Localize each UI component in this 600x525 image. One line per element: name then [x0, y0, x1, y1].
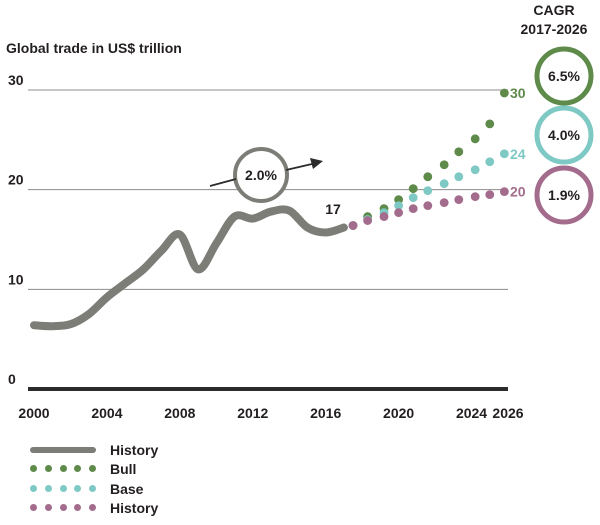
cagr-circle-base	[534, 105, 594, 165]
annotations: 30 24 20 17 CAGR 2017-2026 6.5% 4.0% 1.9% 2.0%	[209, 2, 594, 225]
legend-dot	[30, 484, 37, 492]
legend-dot	[74, 504, 82, 512]
axes: Global trade in US$ trillion 0 10 20 30 2000 2…	[6, 40, 524, 421]
cagr-value-history: 2.0%	[245, 167, 277, 183]
data-point-2	[379, 212, 389, 221]
cagr-value-base: 4.0%	[548, 127, 580, 143]
x-tick-label-2008: 2008	[164, 405, 195, 421]
cagr-value-low: 1.9%	[548, 187, 580, 203]
legend-label-base: Base	[110, 480, 144, 497]
data-point-9	[485, 157, 495, 167]
data-point-5	[423, 172, 433, 182]
y-axis-title: Global trade in US$ trillion	[6, 40, 182, 56]
legend-dot	[74, 484, 82, 492]
data-point-7	[454, 172, 464, 182]
data-point-9	[485, 190, 495, 200]
legend-dot	[30, 465, 37, 473]
x-tick-label-2024: 2024	[456, 405, 487, 421]
data-point-6	[439, 179, 449, 189]
x-tick-label-2026: 2026	[492, 405, 523, 421]
history-end-label: 17	[325, 201, 341, 217]
data-point-8	[470, 134, 480, 144]
data-point-5	[423, 201, 433, 211]
legend-dot	[30, 504, 37, 512]
legend-swatch-history	[30, 445, 96, 455]
end-label-30: 30	[510, 85, 526, 101]
data-point-5	[423, 186, 433, 196]
data-point-3	[394, 201, 404, 211]
cagr-circle-history	[233, 147, 289, 203]
legend-dot	[89, 465, 96, 473]
data-point-0	[348, 221, 358, 230]
data-point-4	[408, 193, 418, 203]
legend-dot	[89, 484, 96, 492]
legend-swatch-bull	[30, 464, 96, 474]
data-point-3	[394, 208, 404, 217]
x-tick-label-2004: 2004	[91, 405, 122, 421]
data-point-7	[454, 147, 464, 157]
data-point-10	[499, 88, 509, 98]
legend-item-history: History	[30, 440, 158, 460]
series-low	[348, 187, 509, 230]
legend-dot	[44, 465, 52, 473]
legend-item-low: History	[30, 499, 158, 519]
legend-item-base: Base	[30, 479, 158, 499]
history-arrow-tail	[209, 178, 237, 187]
legend-dot	[59, 504, 67, 512]
x-tick-label-2012: 2012	[237, 405, 268, 421]
data-point-1	[363, 216, 373, 225]
data-point-4	[408, 204, 418, 214]
legend-dot	[44, 484, 52, 492]
legend-dot	[59, 465, 67, 473]
data-point-10	[499, 149, 509, 159]
series-layer	[30, 88, 509, 331]
legend-swatch-low	[30, 503, 96, 513]
legend-label-history: History	[110, 441, 159, 458]
data-point-8	[470, 165, 480, 175]
history-arrow-shaft	[285, 163, 313, 171]
cagr-period: 2017-2026	[521, 21, 588, 37]
history-arrow-head	[310, 158, 323, 169]
cagr-circle-low	[534, 165, 594, 225]
legend-label-low: History	[110, 500, 159, 517]
cagr-value-bull: 6.5%	[548, 68, 580, 84]
data-point-6	[439, 198, 449, 208]
y-tick-label-30: 30	[8, 72, 24, 88]
data-point-7	[454, 195, 464, 205]
data-point-4	[408, 184, 418, 194]
end-label-24: 24	[510, 146, 526, 162]
legend: History Bull Base History	[30, 440, 158, 518]
legend-item-bull: Bull	[30, 460, 158, 480]
y-tick-label-10: 10	[8, 271, 24, 287]
data-point-8	[470, 192, 480, 202]
cagr-circle-bull	[534, 46, 594, 106]
y-tick-label-0: 0	[8, 371, 16, 387]
legend-dot	[44, 504, 52, 512]
y-tick-label-20: 20	[8, 172, 24, 188]
data-point-9	[485, 119, 495, 129]
legend-dot	[74, 465, 82, 473]
data-point-6	[439, 160, 449, 170]
x-tick-label-2020: 2020	[383, 405, 414, 421]
legend-dot	[59, 484, 67, 492]
data-point-10	[499, 187, 509, 197]
cagr-title: CAGR	[533, 2, 574, 18]
x-tick-label-2000: 2000	[18, 405, 49, 421]
legend-dot	[89, 504, 96, 512]
x-tick-label-2016: 2016	[310, 405, 341, 421]
legend-swatch-base	[30, 484, 96, 494]
end-label-20: 20	[510, 184, 526, 200]
legend-label-bull: Bull	[110, 461, 137, 478]
series-line-history	[30, 205, 348, 331]
